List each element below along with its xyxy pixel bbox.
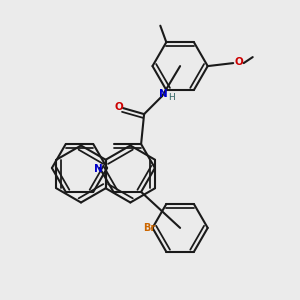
Text: Br: Br: [143, 223, 155, 233]
Text: N: N: [159, 89, 168, 99]
Text: O: O: [235, 57, 244, 67]
Text: O: O: [114, 102, 123, 112]
Text: H: H: [168, 93, 175, 102]
Text: N: N: [94, 164, 103, 175]
